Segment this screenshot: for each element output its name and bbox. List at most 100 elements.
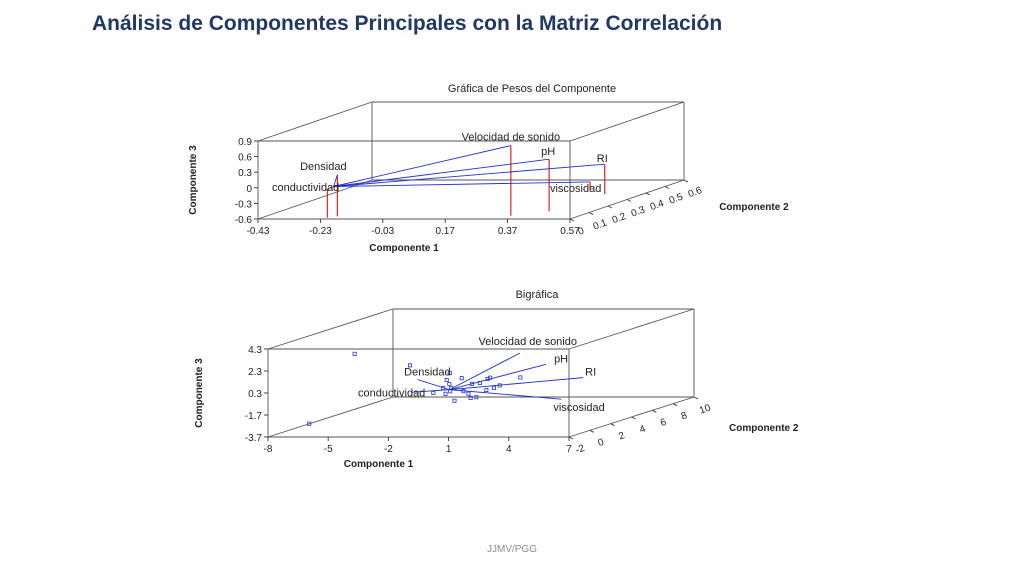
y-tick-mark — [645, 192, 651, 196]
box-edge — [569, 101, 685, 142]
point-label: conductividad — [272, 182, 339, 194]
observation-point — [491, 385, 496, 390]
y-tick-mark — [626, 199, 632, 202]
y-tick-label: 0.6 — [687, 185, 704, 200]
y-tick-label: 0.4 — [649, 198, 666, 213]
point-label: Velocidad de sonido — [462, 132, 560, 144]
y-tick-label: 6 — [659, 417, 668, 429]
x-tick-label: -0.03 — [371, 226, 394, 237]
point-label: Densidad — [300, 161, 346, 173]
chart-title: Bigráfica — [516, 289, 560, 301]
z-tick-label: -0.6 — [235, 215, 253, 226]
component-weights-chart: Gráfica de Pesos del Componente -0.43 -0.2… — [188, 83, 789, 254]
z-tick-label: 0.9 — [238, 137, 252, 148]
loading-vector — [327, 186, 334, 190]
y-tick-label: 2 — [617, 430, 626, 442]
slide-title: Análisis de Componentes Principales con … — [92, 12, 723, 35]
x-tick-label: -0.43 — [247, 226, 270, 237]
y-tick-label: 0 — [577, 225, 586, 237]
vector-label: Densidad — [404, 367, 450, 379]
variable-vector — [411, 389, 450, 393]
y-axis-label: Componente 2 — [719, 202, 789, 213]
y-tick-mark — [589, 429, 595, 433]
y-tick-mark — [652, 409, 657, 413]
x-tick-label: 0.57 — [560, 226, 580, 237]
y-tick-label: 0.3 — [630, 204, 647, 219]
x-tick-label: -0.23 — [309, 226, 332, 237]
y-tick-label: 4 — [638, 423, 647, 435]
y-tick-mark — [631, 416, 636, 420]
x-axis-label: Componente 1 — [344, 459, 414, 470]
point-label: viscosidad — [550, 183, 601, 195]
y-tick-label: 0 — [596, 437, 605, 449]
z-axis-label: Componente 3 — [188, 145, 199, 215]
loading-vector — [333, 163, 605, 187]
x-tick-label: -2 — [384, 444, 393, 455]
x-tick-label: 1 — [446, 444, 452, 455]
y-tick-mark — [588, 212, 594, 215]
observation-point — [447, 382, 452, 387]
x-axis-label: Componente 1 — [369, 243, 439, 254]
observation-point — [468, 395, 473, 400]
variable-vector — [449, 363, 547, 391]
vector-label: RI — [585, 367, 596, 379]
z-tick-label: -3.7 — [245, 433, 263, 444]
z-tick-label: 0.6 — [238, 153, 252, 164]
x-tick-label: 0.37 — [498, 226, 518, 237]
y-tick-mark — [610, 423, 615, 427]
observation-point — [466, 391, 471, 396]
observation-point — [444, 378, 449, 383]
z-tick-label: 4.3 — [248, 345, 262, 356]
observation-point — [443, 391, 448, 396]
y-tick-label: 0.2 — [611, 211, 628, 226]
y-tick-mark — [664, 186, 670, 189]
point-label: RI — [597, 153, 608, 165]
y-tick-label: 0.5 — [668, 191, 685, 206]
y-axis-label: Componente 2 — [729, 423, 799, 434]
observation-point — [407, 363, 412, 368]
observation-point — [431, 390, 436, 395]
observation-point — [447, 371, 452, 376]
variable-vector — [417, 379, 450, 391]
y-tick-label: 8 — [680, 410, 689, 422]
observation-point — [307, 421, 312, 426]
y-tick-mark — [569, 218, 575, 222]
z-tick-label: 0.3 — [238, 168, 252, 179]
chart-title: Gráfica de Pesos del Componente — [448, 83, 616, 95]
vector-label: pH — [554, 353, 568, 365]
z-tick-label: -0.3 — [235, 199, 253, 210]
y-tick-mark — [568, 436, 574, 440]
box-edge — [267, 308, 394, 350]
x-tick-label: -8 — [264, 444, 273, 455]
footer-text: JJMV/PGG — [486, 544, 537, 555]
y-tick-mark — [672, 403, 678, 407]
vector-label: viscosidad — [553, 402, 604, 414]
observation-point — [459, 376, 464, 381]
loading-vector — [333, 145, 511, 187]
y-tick-label: 10 — [698, 402, 713, 416]
z-tick-label: 2.3 — [248, 367, 262, 378]
variable-vector — [449, 352, 520, 391]
x-tick-label: -5 — [324, 444, 333, 455]
point-label: pH — [541, 146, 555, 158]
observation-point — [484, 387, 489, 392]
loading-vector — [333, 181, 590, 187]
x-tick-label: 4 — [506, 444, 512, 455]
vector-label: Velocidad de sonido — [479, 336, 577, 348]
box-edge — [267, 396, 394, 438]
variable-vector — [449, 377, 584, 391]
y-tick-label: 0.1 — [592, 217, 609, 232]
observation-point — [474, 395, 479, 400]
z-tick-label: 0 — [246, 184, 252, 195]
y-tick-mark — [607, 205, 613, 209]
y-tick-mark — [683, 179, 689, 183]
x-tick-label: 7 — [566, 444, 572, 455]
variable-vector — [449, 389, 562, 400]
box-edge — [257, 101, 373, 142]
y-tick-label: -2 — [574, 443, 587, 457]
loading-vector — [333, 174, 338, 187]
z-tick-label: 0.3 — [248, 389, 262, 400]
y-tick-mark — [693, 396, 699, 400]
loading-vector — [333, 158, 550, 187]
